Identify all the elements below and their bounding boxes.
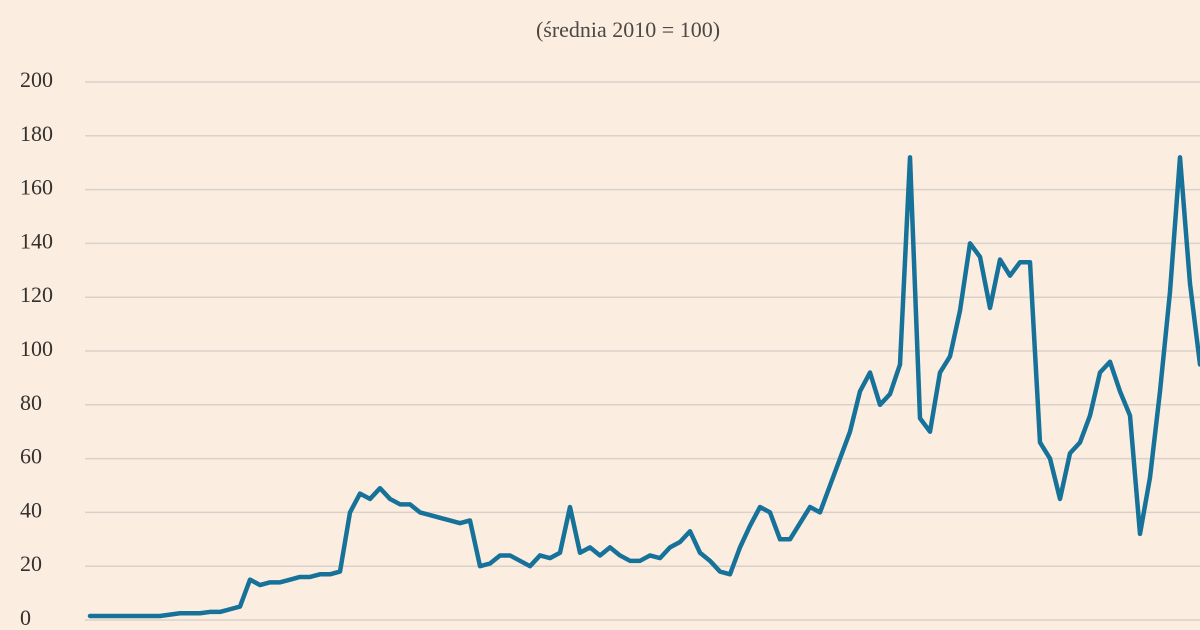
y-tick-label: 100 bbox=[20, 336, 53, 361]
y-tick-label: 180 bbox=[20, 121, 53, 146]
y-tick-label: 200 bbox=[20, 67, 53, 92]
chart-subtitle: (średnia 2010 = 100) bbox=[536, 17, 720, 42]
y-tick-label: 40 bbox=[20, 497, 42, 522]
y-tick-label: 60 bbox=[20, 444, 42, 469]
y-tick-label: 120 bbox=[20, 282, 53, 307]
data-line bbox=[87, 155, 1200, 619]
y-tick-label: 0 bbox=[20, 605, 31, 630]
y-tick-label: 160 bbox=[20, 175, 53, 200]
y-tick-label: 80 bbox=[20, 390, 42, 415]
y-tick-label: 140 bbox=[20, 228, 53, 253]
y-tick-label: 20 bbox=[20, 551, 42, 576]
